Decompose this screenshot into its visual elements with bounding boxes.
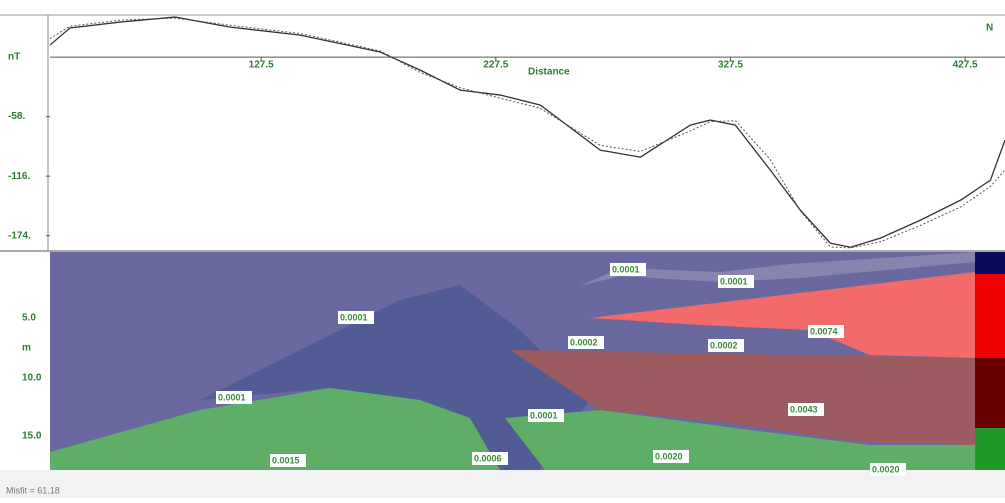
- susceptibility-label: 0.0015: [272, 455, 300, 465]
- annotation: N: [986, 23, 993, 34]
- susceptibility-label: 0.0002: [570, 337, 598, 347]
- legend-strip: [975, 274, 1005, 358]
- label-box: [708, 339, 744, 352]
- legend-strip: [975, 358, 1005, 428]
- y-tick-label: -174.: [8, 230, 31, 241]
- susceptibility-label: 0.0001: [340, 312, 368, 322]
- body: [505, 410, 975, 470]
- x-tick-label: 227.5: [483, 60, 508, 71]
- label-box: [653, 450, 689, 463]
- label-box: [610, 263, 646, 276]
- y-tick-label: -116.: [8, 171, 30, 182]
- layer: [580, 252, 975, 286]
- x-tick-label: 327.5: [718, 60, 743, 71]
- label-box: [568, 336, 604, 349]
- status-bar: [0, 470, 1005, 498]
- susceptibility-label: 0.0001: [530, 410, 558, 420]
- depth-label: 5.0: [22, 313, 36, 324]
- susceptibility-label: 0.0020: [872, 464, 900, 474]
- susceptibility-label: 0.0001: [720, 276, 748, 286]
- legend-strip: [975, 252, 1005, 274]
- legend-strip: [975, 428, 1005, 470]
- body: [200, 285, 590, 470]
- label-box: [216, 391, 252, 404]
- susceptibility-label: 0.0002: [710, 340, 738, 350]
- depth-label: 15.0: [22, 431, 42, 442]
- y-tick-label: -58.: [8, 111, 25, 122]
- x-tick-label: 427.5: [953, 60, 978, 71]
- y-axis-label: nT: [8, 52, 20, 63]
- model: m 5.0 10.0 15.0 Misfit = 61.18 0.0001 0.0…: [0, 252, 1005, 498]
- susceptibility-label: 0.0043: [790, 404, 818, 414]
- body: [590, 272, 975, 358]
- label-box: [528, 409, 564, 422]
- x-axis-label: Distance: [528, 67, 570, 78]
- misfit: Misfit = 61.18: [6, 485, 60, 495]
- susceptibility-label: 0.0020: [655, 451, 683, 461]
- profile-line: [49, 16, 1005, 248]
- profile-line: [49, 17, 1005, 249]
- susceptibility-label: 0.0074: [810, 326, 838, 336]
- susceptibility-label: 0.0001: [612, 264, 640, 274]
- label-box: [718, 275, 754, 288]
- depth-label: 10.0: [22, 373, 42, 384]
- label-box: [788, 403, 824, 416]
- body: [50, 388, 500, 470]
- label-box: [808, 325, 844, 338]
- depth-unit: m: [22, 343, 31, 354]
- body: [510, 350, 975, 445]
- label-box: [472, 452, 508, 465]
- label-box: [870, 463, 906, 476]
- label-box: [270, 454, 306, 467]
- x-tick-label: 127.5: [249, 60, 274, 71]
- susceptibility-label: 0.0006: [474, 453, 502, 463]
- susceptibility-label: 0.0001: [218, 392, 246, 402]
- label-box: [338, 311, 374, 324]
